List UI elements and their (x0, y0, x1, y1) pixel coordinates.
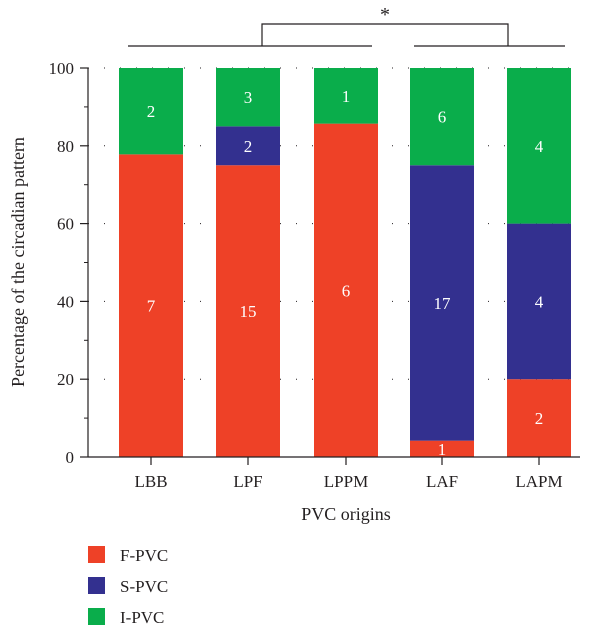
bar-value-label: 2 (535, 409, 544, 428)
x-tick-label: LAPM (515, 472, 562, 491)
y-tick-label: 80 (57, 137, 74, 156)
x-axis-title: PVC origins (301, 504, 391, 524)
bar-value-label: 3 (244, 88, 253, 107)
legend-swatch (88, 577, 105, 594)
legend-label: S-PVC (120, 577, 168, 596)
legend: F-PVC S-PVC I-PVC (88, 546, 168, 627)
bracket-line (262, 24, 508, 46)
x-tick-label: LPF (233, 472, 262, 491)
y-tick-label: 0 (66, 448, 75, 467)
x-tick-label: LPPM (324, 472, 368, 491)
x-tick-label: LBB (134, 472, 167, 491)
bar-value-label: 6 (342, 281, 351, 300)
bar-value-label: 4 (535, 137, 544, 156)
bar-value-label: 2 (244, 137, 253, 156)
bars: 7 2 15 2 3 6 1 1 17 6 2 4 4 (119, 68, 571, 459)
bar-value-label: 1 (342, 87, 351, 106)
bar-value-label: 17 (434, 294, 452, 313)
bar-value-label: 4 (535, 292, 544, 311)
bar-value-label: 7 (147, 297, 156, 316)
y-tick-label: 60 (57, 215, 74, 234)
significance-bracket: * (128, 4, 565, 46)
bar-value-label: 6 (438, 108, 447, 127)
bar-value-label: 1 (438, 440, 447, 459)
legend-label: I-PVC (120, 608, 164, 627)
bar-value-label: 15 (240, 302, 257, 321)
legend-swatch (88, 608, 105, 625)
y-axis: 0 20 40 60 80 100 (49, 59, 89, 467)
y-tick-label: 20 (57, 370, 74, 389)
x-tick-label: LAF (426, 472, 458, 491)
x-axis: LBB LPF LPPM LAF LAPM (88, 457, 580, 491)
y-tick-label: 100 (49, 59, 75, 78)
legend-swatch (88, 546, 105, 563)
y-tick-label: 40 (57, 292, 74, 311)
y-axis-title: Percentage of the circadian pattern (8, 137, 28, 387)
significance-marker: * (380, 4, 390, 26)
legend-label: F-PVC (120, 546, 168, 565)
bar-value-label: 2 (147, 102, 156, 121)
